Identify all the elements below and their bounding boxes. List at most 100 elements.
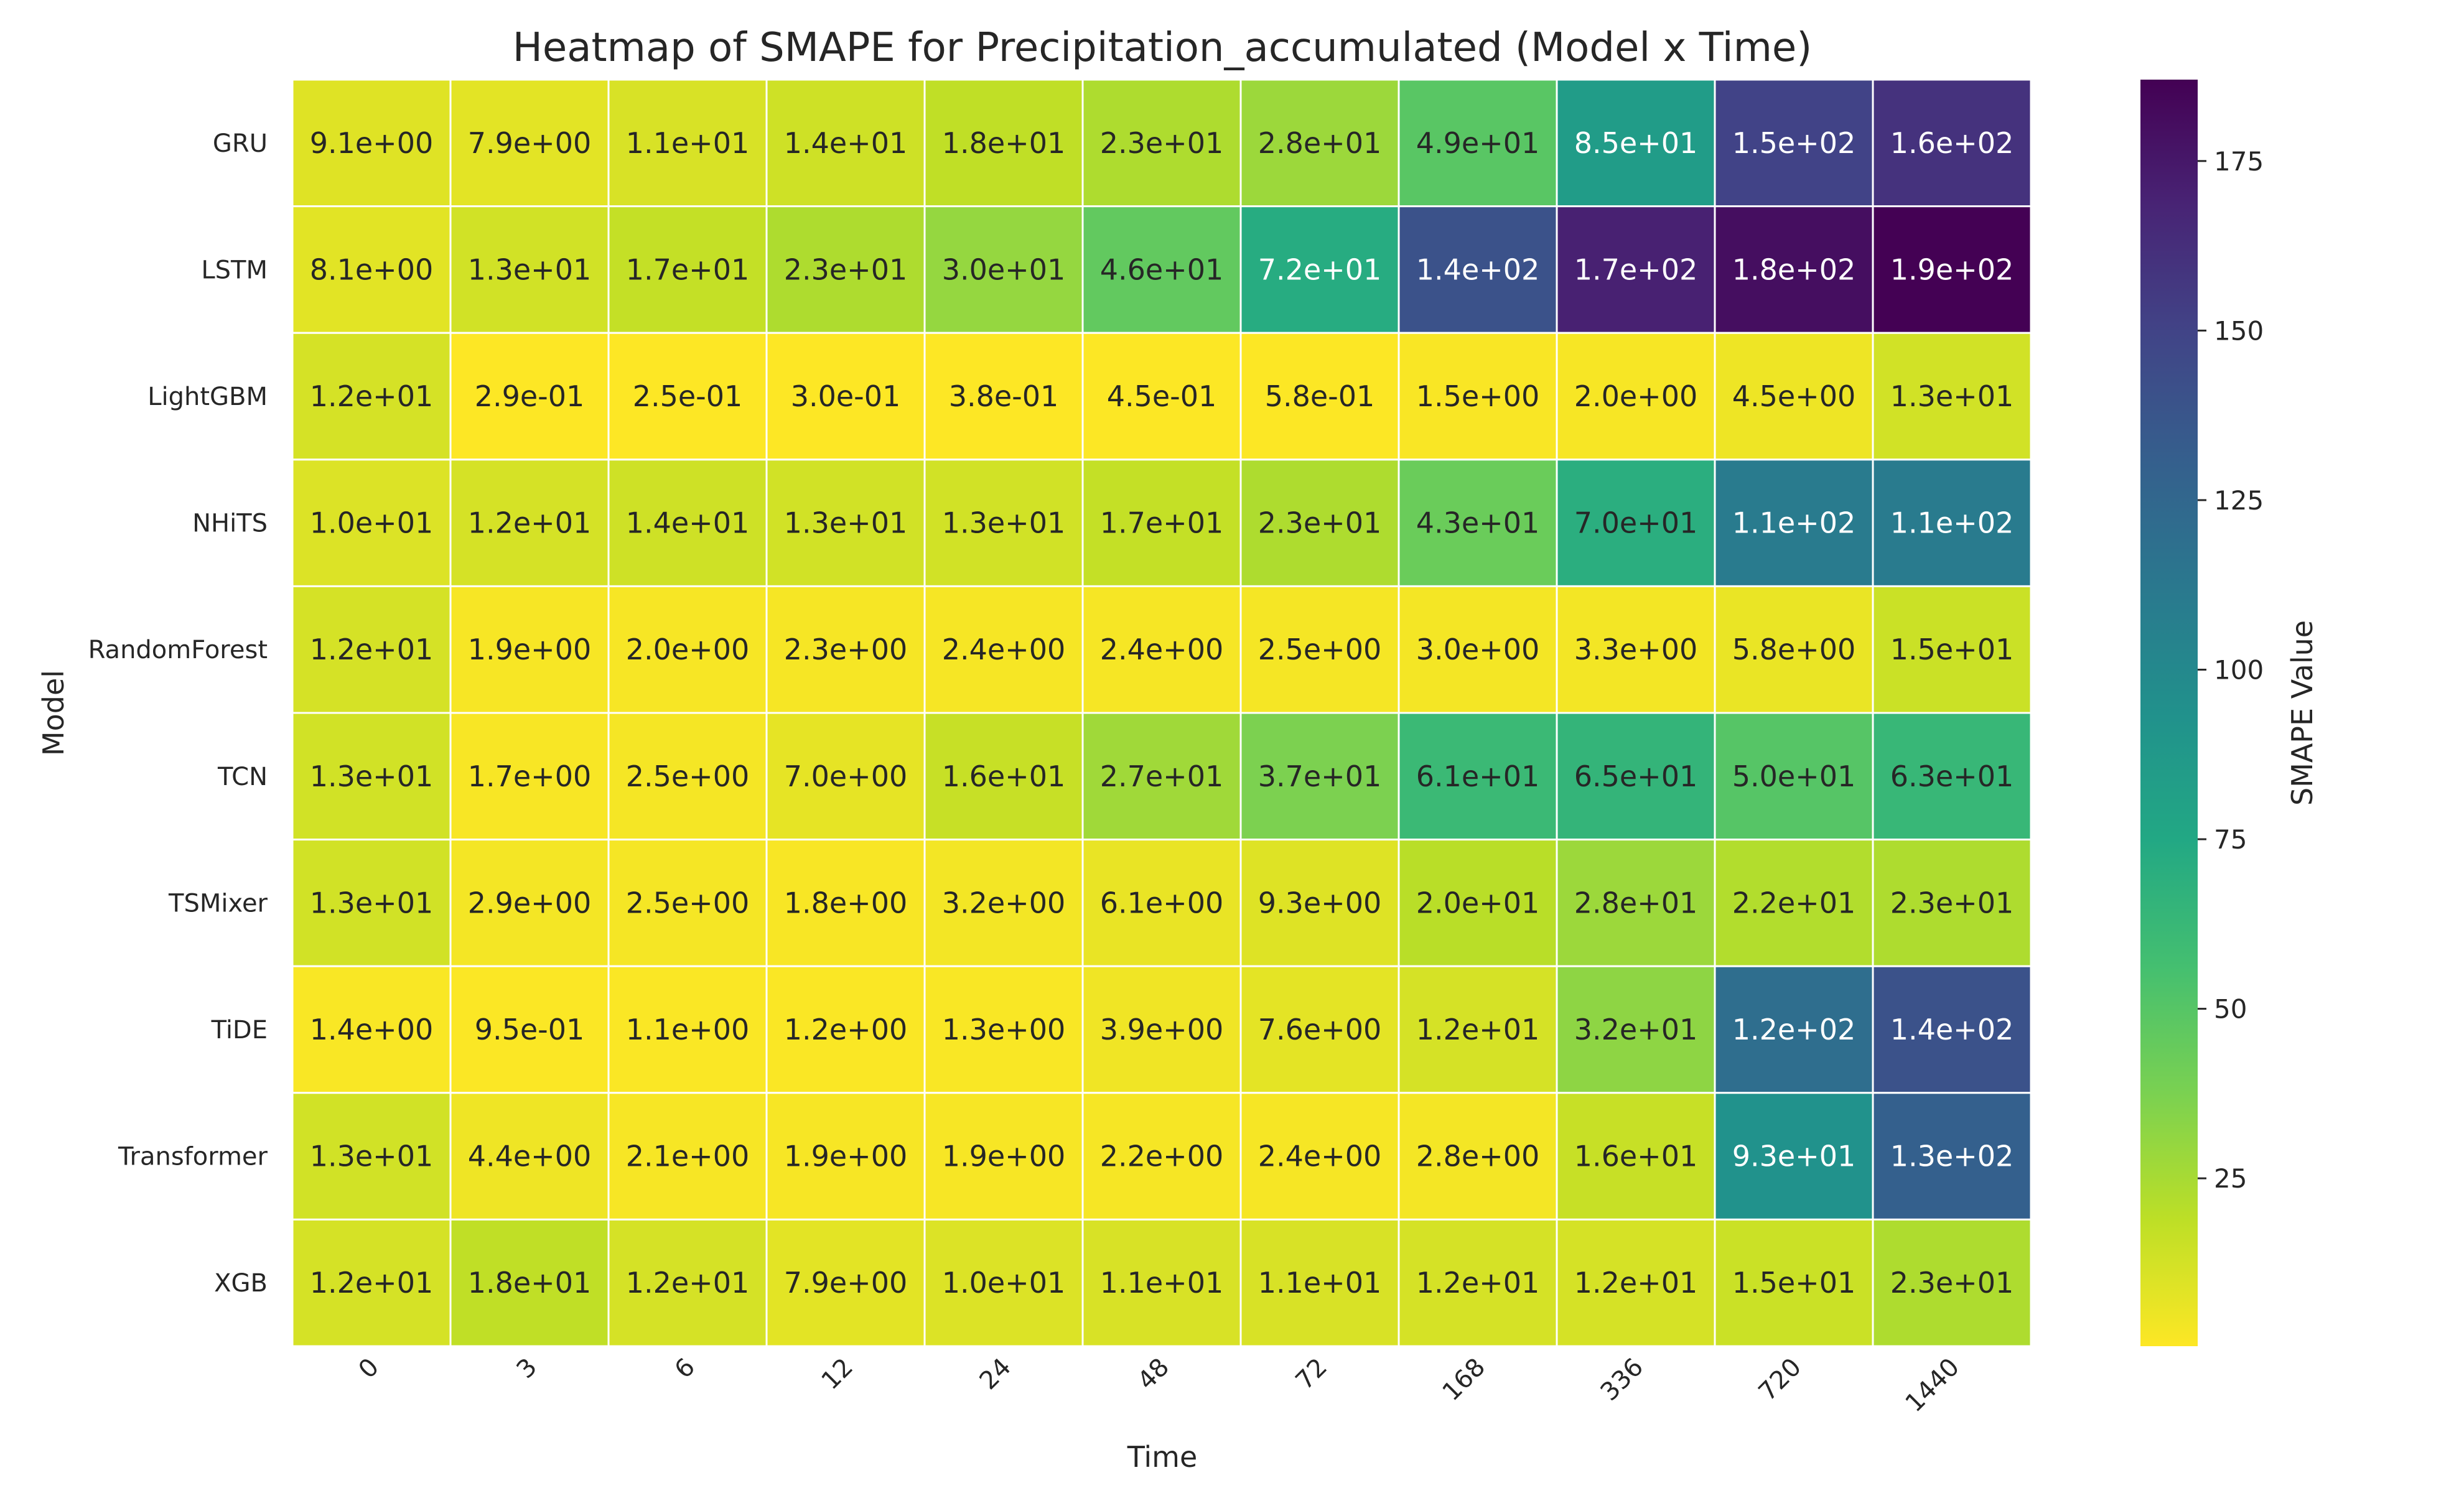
heatmap-cell bbox=[607, 839, 768, 967]
colorbar-tick-label: 75 bbox=[2214, 824, 2247, 855]
cell-value-label: 4.6e+01 bbox=[1100, 253, 1224, 286]
heatmap-cell bbox=[291, 712, 452, 841]
cell-value-label: 9.3e+01 bbox=[1732, 1140, 1856, 1173]
heatmap-cell bbox=[1081, 205, 1242, 334]
cell-value-label: 8.1e+00 bbox=[310, 253, 434, 286]
heatmap-cell bbox=[1081, 332, 1242, 461]
chart-title: Heatmap of SMAPE for Precipitation_accum… bbox=[513, 25, 1813, 71]
heatmap-cell bbox=[607, 585, 768, 714]
cell-value-label: 1.6e+01 bbox=[1574, 1140, 1698, 1173]
heatmap-cell bbox=[923, 205, 1084, 334]
cell-value-label: 7.9e+00 bbox=[468, 126, 592, 160]
cell-value-label: 1.3e+00 bbox=[942, 1013, 1066, 1046]
heatmap-cell bbox=[1714, 1218, 1874, 1347]
heatmap-cell bbox=[765, 712, 926, 841]
heatmap-cell bbox=[1239, 1092, 1400, 1221]
cell-value-label: 1.5e+01 bbox=[1890, 633, 2014, 666]
x-tick-label: 1440 bbox=[1900, 1353, 1966, 1418]
heatmap-cell bbox=[1714, 78, 1874, 208]
cell-value-label: 2.5e+00 bbox=[626, 886, 750, 919]
heatmap-cell bbox=[1714, 965, 1874, 1094]
x-tick-label: 72 bbox=[1290, 1353, 1333, 1396]
cell-value-label: 1.1e+01 bbox=[1100, 1266, 1224, 1300]
heatmap-cell bbox=[765, 78, 926, 208]
heatmap-cell bbox=[1239, 839, 1400, 967]
y-axis-tick-labels: GRU LSTM LightGBM NHiTS RandomForest TCN TSMix… bbox=[88, 129, 268, 1298]
cell-value-label: 2.8e+00 bbox=[1416, 1140, 1540, 1173]
heatmap-cell bbox=[923, 1218, 1084, 1347]
heatmap-cell bbox=[1714, 205, 1874, 334]
heatmap-cell bbox=[1239, 585, 1400, 714]
cell-value-label: 9.1e+00 bbox=[310, 126, 434, 160]
cell-value-label: 2.0e+00 bbox=[1574, 379, 1698, 413]
heatmap-cell bbox=[765, 839, 926, 967]
x-tick-label: 24 bbox=[974, 1353, 1017, 1396]
cell-value-label: 1.8e+01 bbox=[942, 126, 1066, 160]
heatmap-cell bbox=[1081, 712, 1242, 841]
cell-value-label: 1.7e+02 bbox=[1574, 253, 1698, 286]
cell-value-label: 1.0e+01 bbox=[942, 1266, 1066, 1300]
heatmap-cell bbox=[1398, 965, 1558, 1094]
heatmap-cell bbox=[449, 205, 610, 334]
cell-value-label: 2.4e+00 bbox=[1258, 1140, 1382, 1173]
cell-value-label: 3.0e-01 bbox=[791, 379, 901, 413]
cell-value-label: 2.4e+00 bbox=[1100, 633, 1224, 666]
cell-value-label: 2.2e+01 bbox=[1732, 886, 1856, 919]
x-tick-label: 0 bbox=[353, 1353, 385, 1385]
cell-value-label: 1.5e+01 bbox=[1732, 1266, 1856, 1300]
heatmap-cell bbox=[1398, 205, 1558, 334]
heatmap-cell bbox=[1556, 458, 1716, 587]
cell-value-label: 2.3e+01 bbox=[1890, 886, 2014, 919]
heatmap-cell bbox=[291, 78, 452, 208]
cell-value-label: 1.3e+01 bbox=[784, 506, 908, 540]
heatmap-cell bbox=[1081, 965, 1242, 1094]
cell-value-label: 3.0e+00 bbox=[1416, 633, 1540, 666]
heatmap-cell bbox=[291, 332, 452, 461]
heatmap-cell bbox=[291, 839, 452, 967]
heatmap-cell bbox=[765, 965, 926, 1094]
heatmap-cell bbox=[607, 78, 768, 208]
cell-value-label: 1.3e+01 bbox=[310, 760, 434, 793]
cell-value-label: 7.6e+00 bbox=[1258, 1013, 1382, 1046]
heatmap-cell bbox=[1872, 458, 2032, 587]
cell-value-label: 2.4e+00 bbox=[942, 633, 1066, 666]
heatmap-cell bbox=[923, 78, 1084, 208]
heatmap-cell bbox=[1556, 205, 1716, 334]
cell-value-label: 1.9e+00 bbox=[784, 1140, 908, 1173]
heatmap-cell bbox=[1398, 839, 1558, 967]
cell-value-label: 1.3e+02 bbox=[1890, 1140, 2014, 1173]
cell-value-label: 6.1e+01 bbox=[1416, 760, 1540, 793]
cell-value-label: 9.3e+00 bbox=[1258, 886, 1382, 919]
cell-value-label: 1.2e+01 bbox=[310, 633, 434, 666]
cell-value-label: 1.1e+00 bbox=[626, 1013, 750, 1046]
heatmap-cell bbox=[449, 965, 610, 1094]
heatmap-cell bbox=[291, 585, 452, 714]
cell-value-label: 4.3e+01 bbox=[1416, 506, 1540, 540]
cell-value-label: 1.3e+01 bbox=[468, 253, 592, 286]
cell-value-label: 1.1e+02 bbox=[1890, 506, 2014, 540]
heatmap-cell bbox=[1081, 1092, 1242, 1221]
cell-value-label: 1.7e+00 bbox=[468, 760, 592, 793]
heatmap-cell bbox=[1398, 1092, 1558, 1221]
heatmap-cell bbox=[1872, 1218, 2032, 1347]
colorbar-tick-label: 50 bbox=[2214, 994, 2247, 1025]
y-tick-label: GRU bbox=[213, 129, 268, 158]
heatmap-cell bbox=[1081, 458, 1242, 587]
y-tick-label: LSTM bbox=[201, 256, 268, 284]
cell-value-label: 1.8e+01 bbox=[468, 1266, 592, 1300]
heatmap-cell bbox=[1398, 78, 1558, 208]
x-tick-label: 3 bbox=[511, 1353, 543, 1385]
heatmap-cell bbox=[1872, 965, 2032, 1094]
cell-value-label: 2.1e+00 bbox=[626, 1140, 750, 1173]
cell-value-label: 1.1e+01 bbox=[626, 126, 750, 160]
colorbar-tick-label: 25 bbox=[2214, 1163, 2247, 1194]
x-axis-title: Time bbox=[1127, 1440, 1198, 1474]
cell-value-label: 1.9e+00 bbox=[942, 1140, 1066, 1173]
y-tick-label: TSMixer bbox=[168, 889, 268, 918]
cell-value-label: 6.1e+00 bbox=[1100, 886, 1224, 919]
colorbar-tick-label: 175 bbox=[2214, 146, 2264, 177]
heatmap-cell bbox=[1081, 839, 1242, 967]
cell-value-label: 1.2e+01 bbox=[310, 1266, 434, 1300]
cell-value-label: 8.5e+01 bbox=[1574, 126, 1698, 160]
cell-value-label: 5.8e-01 bbox=[1265, 379, 1375, 413]
